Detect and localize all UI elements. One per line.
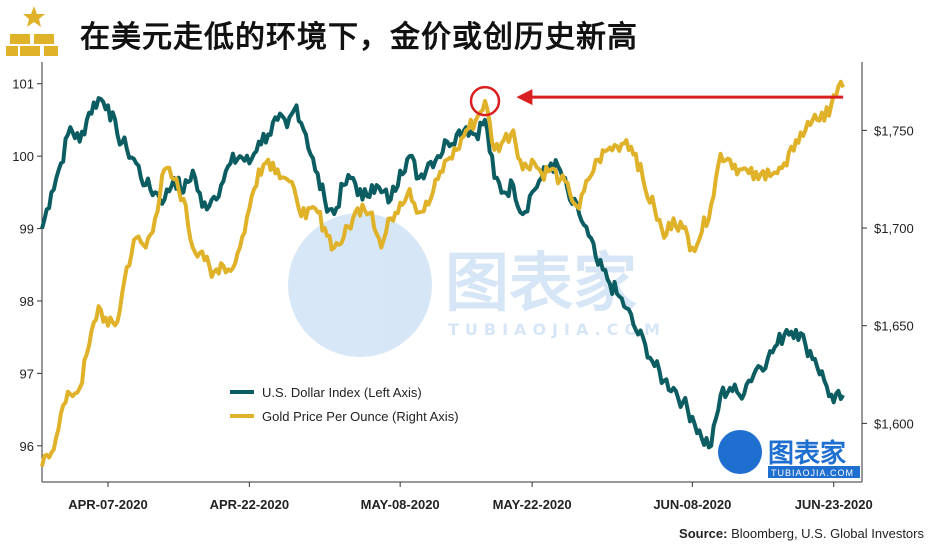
right-tick-label: $1,650 bbox=[874, 319, 914, 334]
annotations bbox=[469, 85, 844, 117]
x-tick-label: MAY-22-2020 bbox=[493, 497, 572, 512]
badge-subtext: TUBIAOJIA.COM bbox=[771, 468, 854, 478]
right-tick-label: $1,750 bbox=[874, 123, 914, 138]
left-tick-label: 101 bbox=[12, 77, 34, 92]
legend-dxy-label: U.S. Dollar Index (Left Axis) bbox=[262, 385, 422, 400]
right-tick-label: $1,600 bbox=[874, 416, 914, 431]
watermark: 图表家 TUBIAOJIA.COM bbox=[288, 213, 666, 357]
tick-labels: 96 97 98 99 100 101 $1,600 $1,650 $1,700 $1,750 AP… bbox=[12, 77, 913, 512]
axes bbox=[41, 62, 863, 483]
x-tick-label: JUN-08-2020 bbox=[653, 497, 731, 512]
legend-gold-label: Gold Price Per Ounce (Right Axis) bbox=[262, 409, 459, 424]
source-note: Source: Bloomberg, U.S. Global Investors bbox=[679, 526, 924, 541]
badge-head-icon bbox=[718, 430, 762, 474]
watermark-subtext: TUBIAOJIA.COM bbox=[448, 320, 666, 339]
left-tick-label: 96 bbox=[20, 439, 34, 454]
peak-circle-marker bbox=[469, 85, 501, 117]
series bbox=[40, 79, 845, 467]
x-tick-label: JUN-23-2020 bbox=[795, 497, 873, 512]
watermark-text: 图表家 bbox=[445, 247, 637, 321]
left-tick-label: 98 bbox=[20, 294, 34, 309]
left-tick-label: 100 bbox=[12, 149, 34, 164]
gold-bars-logo bbox=[6, 6, 58, 56]
page-title: 在美元走低的环境下，金价或创历史新高 bbox=[80, 20, 638, 55]
legend: U.S. Dollar Index (Left Axis) Gold Price… bbox=[230, 385, 459, 424]
source-text: Bloomberg, U.S. Global Investors bbox=[731, 526, 924, 541]
left-tick-label: 99 bbox=[20, 222, 34, 237]
right-tick-label: $1,700 bbox=[874, 221, 914, 236]
x-tick-label: APR-07-2020 bbox=[68, 497, 148, 512]
gold-series-line bbox=[40, 79, 845, 467]
dxy-series-line bbox=[40, 96, 845, 450]
badge-text: 图表家 bbox=[768, 438, 846, 469]
source-label: Source: bbox=[679, 526, 728, 541]
left-tick-label: 97 bbox=[20, 366, 34, 381]
x-tick-label: APR-22-2020 bbox=[210, 497, 290, 512]
arrow-head bbox=[516, 89, 533, 106]
watermark-badge: 图表家 TUBIAOJIA.COM bbox=[718, 430, 860, 478]
watermark-head-icon bbox=[288, 213, 432, 357]
x-tick-label: MAY-08-2020 bbox=[361, 497, 440, 512]
